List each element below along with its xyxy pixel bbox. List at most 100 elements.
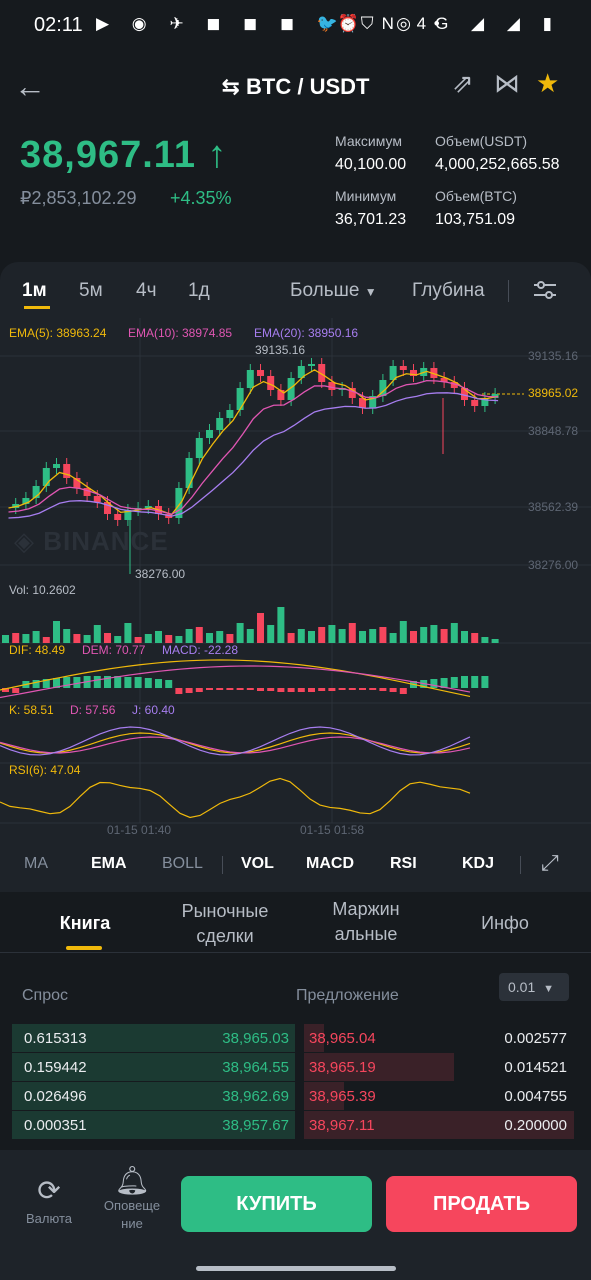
tab-margin[interactable]: Маржин альные <box>332 899 400 944</box>
bid-quantity: 0.615313 <box>24 1030 87 1047</box>
orderbook-row[interactable]: 0.615313 38,965.03 38,965.04 0.002577 <box>12 1024 579 1052</box>
rsi-legend: RSI(6): 47.04 <box>9 763 81 777</box>
macd-bar <box>318 688 326 691</box>
ema10-line <box>8 380 499 515</box>
tab-4h[interactable]: 4ч <box>136 280 157 301</box>
timeframe-underline <box>24 306 50 309</box>
tab-market-trades[interactable]: Рыночные сделки <box>181 901 269 946</box>
ask-depth-bar <box>304 1053 454 1081</box>
indicator-vol[interactable]: VOL <box>241 855 274 872</box>
depth-tab[interactable]: Глубина <box>412 280 485 301</box>
y-tick-3: 38562.39 <box>528 500 579 514</box>
price-rub: ₽2,853,102.29 <box>20 188 137 208</box>
top-bar: ← ⇆ BTC / USDT ⇗ ⋈ ★ <box>0 52 591 122</box>
indicator-rsi[interactable]: RSI <box>390 855 417 872</box>
candle <box>450 382 458 388</box>
volume-bar <box>206 633 213 643</box>
section-tabs <box>0 892 591 952</box>
indicator-kdj[interactable]: KDJ <box>462 855 495 872</box>
candle <box>430 368 438 378</box>
macd-bar <box>32 680 40 688</box>
candle <box>175 488 183 518</box>
dem-line <box>0 665 471 699</box>
tab-1d[interactable]: 1д <box>188 280 210 301</box>
candle <box>461 388 468 400</box>
macd-bar <box>246 688 254 690</box>
tab-info[interactable]: Инфо <box>481 913 529 933</box>
sell-button[interactable]: ПРОДАТЬ <box>386 1176 577 1232</box>
back-arrow-icon[interactable]: ← <box>14 68 46 104</box>
settings-sliders-icon[interactable] <box>532 279 558 301</box>
volume-bar <box>175 636 183 643</box>
macd-bar <box>134 677 142 688</box>
volume-bar <box>155 631 162 643</box>
orderbook-row[interactable]: 0.159442 38,964.55 38,965.19 0.014521 <box>12 1053 579 1081</box>
candle <box>389 366 397 380</box>
volume-bar <box>236 623 244 643</box>
favorite-star-icon[interactable]: ★ <box>536 68 560 98</box>
j-line <box>0 726 471 756</box>
current-price-tag: 38965.02 <box>528 386 579 400</box>
j-legend: J: 60.40 <box>132 703 175 717</box>
bid-depth-bar <box>12 1082 295 1110</box>
ask-price: 38,965.39 <box>309 1088 376 1105</box>
dif-legend: DIF: 48.49 <box>9 643 66 657</box>
ask-depth-bar <box>304 1024 324 1052</box>
macd-bar <box>308 688 315 692</box>
volume-bar <box>348 623 356 643</box>
rsi-line <box>0 777 471 819</box>
share-icon[interactable]: ⇗ <box>452 68 474 98</box>
pair-title[interactable]: ⇆ BTC / USDT <box>221 74 370 99</box>
compare-icon[interactable]: ⋈ <box>494 68 520 98</box>
vol-btc-label: Объем(BTC) <box>435 188 517 204</box>
time-label-2: 01-15 01:58 <box>300 823 365 837</box>
volume-bar <box>12 633 20 643</box>
tab-1m[interactable]: 1м <box>22 280 47 301</box>
candle <box>287 378 295 400</box>
buy-button[interactable]: КУПИТЬ <box>181 1176 372 1232</box>
bid-quantity: 0.000351 <box>24 1117 87 1134</box>
orderbook-row[interactable]: 0.026496 38,962.69 38,965.39 0.004755 <box>12 1082 579 1110</box>
volume-bar <box>165 635 173 643</box>
orderbook-row[interactable]: 0.000351 38,957.67 38,967.11 0.200000 <box>12 1111 579 1139</box>
macd-bar <box>328 688 336 691</box>
divider <box>520 856 521 874</box>
candle <box>297 366 305 378</box>
macd-bar <box>2 688 9 692</box>
dem-legend: DEM: 70.77 <box>82 643 146 657</box>
bell-icon: 🔔︎ <box>114 1165 150 1196</box>
volume-bar <box>226 634 234 643</box>
dif-line <box>0 659 471 698</box>
indicator-ma[interactable]: MA <box>24 855 48 872</box>
macd-bar <box>63 677 71 688</box>
ask-depth-bar <box>304 1082 344 1110</box>
tab-book[interactable]: Книга <box>59 913 111 933</box>
candle <box>83 488 91 496</box>
candle <box>63 464 71 478</box>
candlestick-chart[interactable] <box>0 318 591 838</box>
indicator-boll[interactable]: BOLL <box>162 855 203 872</box>
more-dropdown[interactable]: Больше ▼ <box>290 280 377 301</box>
volume-bar <box>359 631 366 643</box>
high-mark: 39135.16 <box>255 343 306 357</box>
currency-label: Валюта <box>26 1211 72 1226</box>
candle <box>410 370 417 376</box>
tab-5m[interactable]: 5м <box>79 280 103 301</box>
volume-bar <box>42 637 50 643</box>
currency-nav[interactable]: ⟳ Валюта <box>22 1174 76 1226</box>
ema5-line <box>8 369 499 516</box>
candle <box>440 378 448 382</box>
bid-depth-bar <box>12 1024 295 1052</box>
volume-bar <box>144 634 152 643</box>
precision-select[interactable]: 0.01 ▼ <box>499 973 569 1001</box>
volume-bar <box>53 621 60 643</box>
candle <box>246 370 254 388</box>
indicator-macd[interactable]: MACD <box>306 855 354 872</box>
bid-price: 38,964.55 <box>222 1059 289 1076</box>
indicator-ema[interactable]: EMA <box>91 855 127 872</box>
low-label: Минимум <box>335 188 397 204</box>
alerts-nav[interactable]: 🔔︎ Оповеще ние <box>98 1164 166 1233</box>
bid-quantity: 0.026496 <box>24 1088 87 1105</box>
macd-bar <box>73 677 81 688</box>
fullscreen-icon[interactable]: ⤢ <box>541 850 559 875</box>
